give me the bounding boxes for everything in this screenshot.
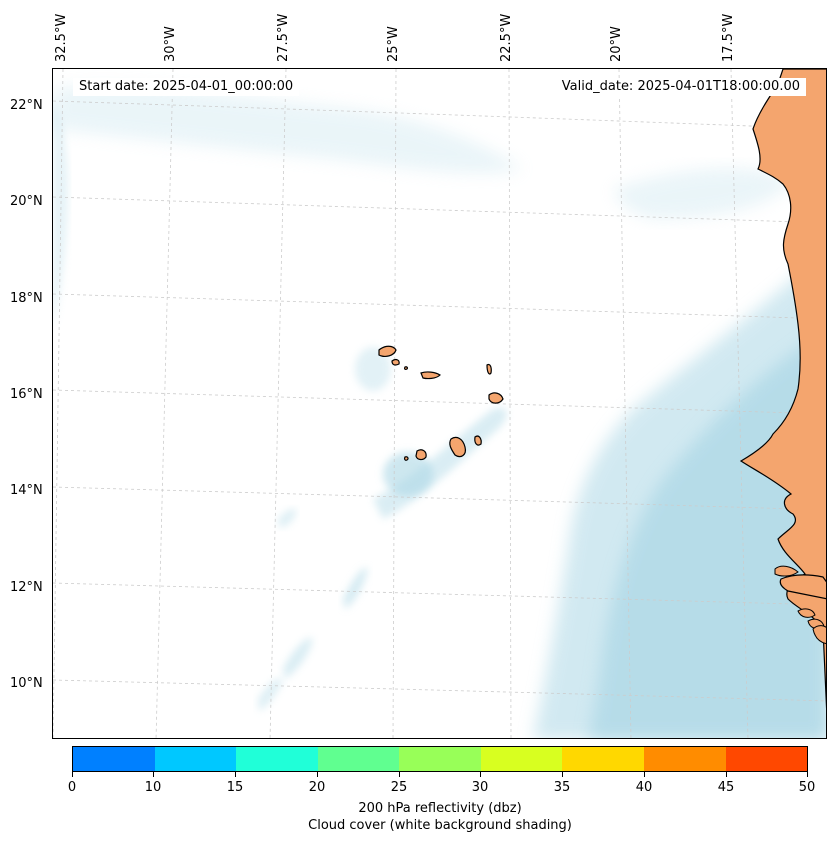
lon-label-27-5w: 27.5°W (276, 13, 291, 62)
island-brava (404, 456, 409, 461)
lon-label-20w: 20°W (609, 26, 624, 62)
colorbar-tick-20 (317, 772, 318, 777)
island-sao-vicente (391, 358, 400, 366)
cloud-band-southeast-core (588, 330, 826, 738)
lon-label-25w: 25°W (386, 26, 401, 62)
colorbar-segment-15-20 (236, 747, 318, 771)
colorbar-ticklabel-0: 0 (67, 780, 77, 795)
island-santiago (449, 436, 466, 458)
island-fogo (415, 449, 427, 461)
cloud-patch-islands-2 (355, 347, 391, 391)
lat-label-22n: 22°N (10, 98, 43, 113)
cloud-patch-north (53, 86, 523, 174)
colorbar-tick-50 (807, 772, 808, 777)
island-maio (474, 435, 482, 446)
island-santo-antao (378, 345, 397, 357)
colorbar-segment-25-30 (399, 747, 481, 771)
cloud-cover-shading (53, 86, 826, 738)
island-santa-luzia (404, 366, 408, 370)
land-bijagos-1 (797, 608, 816, 618)
lat-label-18n: 18°N (10, 291, 43, 306)
colorbar-ticklabel-25: 25 (390, 780, 408, 795)
colorbar-ticklabel-50: 50 (798, 780, 816, 795)
map-panel: Start date: 2025-04-01_00:00:00 Valid_da… (52, 68, 827, 739)
colorbar-tick-40 (644, 772, 645, 777)
graticule (53, 69, 826, 738)
island-sal (486, 363, 492, 375)
island-sao-nicolau (420, 371, 441, 380)
lat-label-10n: 10°N (10, 676, 43, 691)
island-boa-vista (488, 392, 504, 404)
lat-label-16n: 16°N (10, 387, 43, 402)
gridline-lon-20w (618, 69, 632, 738)
colorbar-segment-30-35 (480, 747, 563, 771)
colorbar-tick-35 (562, 772, 563, 777)
cloud-streak-south-1 (343, 568, 368, 609)
gridline-lon-27-5w (269, 69, 287, 738)
colorbar-segment-20-25 (317, 747, 400, 771)
colorbar-ticklabel-15: 15 (226, 780, 244, 795)
lon-label-32-5w: 32.5°W (54, 13, 69, 62)
colorbar-ticklabel-20: 20 (308, 780, 326, 795)
land-mauritania-senegal (739, 69, 826, 709)
colorbar-tick-15 (235, 772, 236, 777)
cape-verde-islands (378, 345, 504, 461)
land-gambia-notch (774, 565, 799, 577)
colorbar-tick-0 (72, 772, 73, 777)
cloud-streak-south-2 (283, 638, 313, 679)
colorbar-ticklabel-45: 45 (717, 780, 735, 795)
valid-date-label: Valid_date: 2025-04-01T18:00:00.00 (555, 78, 806, 96)
cloud-streak-south-3 (258, 678, 283, 711)
cloud-streak-islands (373, 407, 508, 519)
cloud-patch-northeast (613, 168, 793, 219)
gridline-lon-25w (392, 69, 397, 738)
mainland-africa (739, 69, 826, 709)
gridline-lon-17-5w (730, 69, 749, 738)
colorbar-ticklabel-35: 35 (553, 780, 571, 795)
colorbar-segment-40-45 (643, 747, 726, 771)
colorbar-ticklabel-40: 40 (635, 780, 653, 795)
colorbar-tick-10 (153, 772, 154, 777)
gridline-lat-18n (53, 293, 826, 320)
colorbar-ticklabel-10: 10 (144, 780, 162, 795)
lon-label-30w: 30°W (163, 26, 178, 62)
colorbar-label-cloud-cover: Cloud cover (white background shading) (308, 818, 572, 833)
lat-label-12n: 12°N (10, 580, 43, 595)
colorbar-label-reflectivity: 200 hPa reflectivity (dbz) (358, 801, 522, 816)
land-guinea-bissau (779, 574, 826, 600)
lon-label-17-5w: 17.5°W (721, 13, 736, 62)
colorbar-segment-0-10 (73, 747, 155, 771)
lat-label-20n: 20°N (10, 194, 43, 209)
colorbar-tick-45 (726, 772, 727, 777)
cloud-streak-southwest (278, 508, 297, 528)
start-date-label: Start date: 2025-04-01_00:00:00 (73, 78, 300, 96)
colorbar-segment-35-40 (562, 747, 644, 771)
colorbar-tick-30 (480, 772, 481, 777)
gridline-lon-22-5w (508, 69, 512, 738)
colorbar-segment-10-15 (154, 747, 237, 771)
lon-label-22-5w: 22.5°W (499, 13, 514, 62)
colorbar (72, 746, 808, 772)
map-canvas (53, 69, 826, 738)
gridline-lon-30w (155, 69, 174, 738)
colorbar-tick-25 (399, 772, 400, 777)
land-south-coast (812, 625, 826, 645)
colorbar-segment-45-50 (725, 747, 808, 771)
gridline-lon-32-5w (53, 69, 64, 738)
colorbar-ticklabel-30: 30 (471, 780, 489, 795)
lat-label-14n: 14°N (10, 483, 43, 498)
